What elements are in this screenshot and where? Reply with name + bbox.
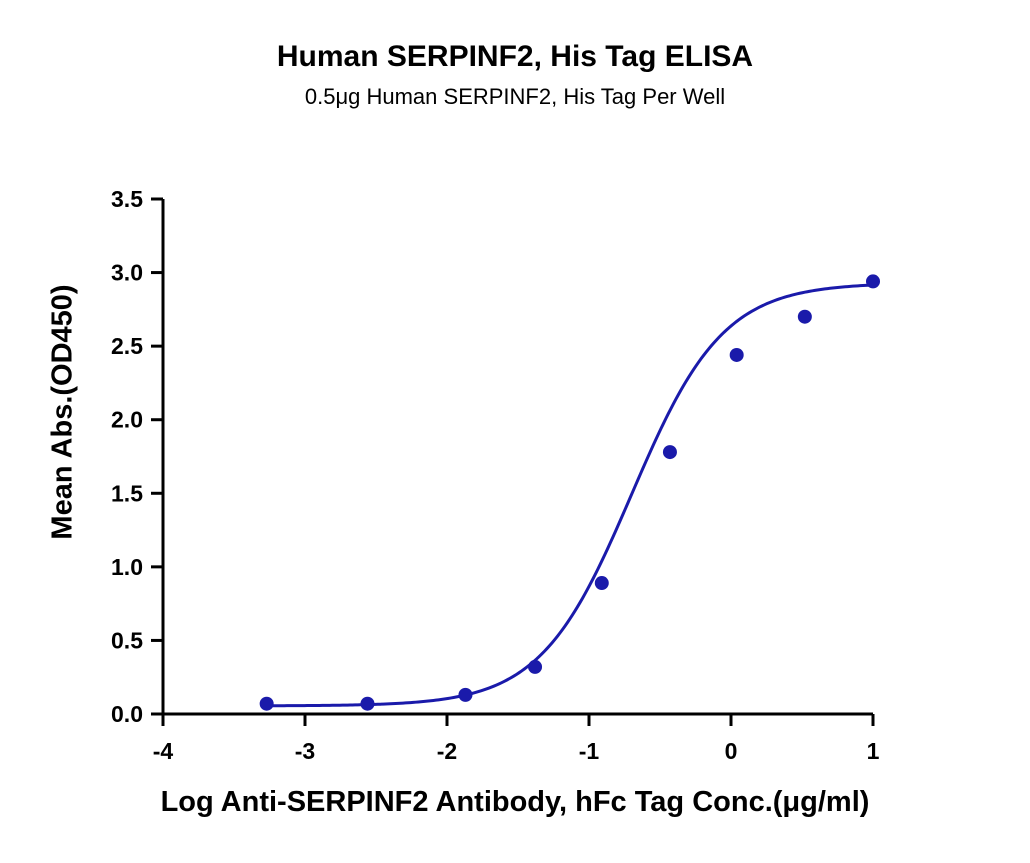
y-axis-label: Mean Abs.(OD450) bbox=[46, 284, 79, 540]
x-tick-label: -3 bbox=[295, 738, 315, 764]
x-tick-label: 0 bbox=[725, 738, 738, 764]
x-tick-label: -1 bbox=[579, 738, 600, 764]
x-axis-label: Log Anti-SERPINF2 Antibody, hFc Tag Conc… bbox=[160, 786, 870, 818]
data-point bbox=[866, 274, 880, 289]
y-tick-label: 2.5 bbox=[111, 333, 143, 359]
y-tick-label: 0.0 bbox=[111, 701, 143, 727]
data-point bbox=[458, 687, 473, 702]
data-point bbox=[259, 696, 274, 711]
y-tick-label: 3.5 bbox=[111, 186, 143, 212]
y-tick-label: 1.0 bbox=[111, 554, 143, 580]
data-point bbox=[360, 696, 375, 711]
chart-subtitle: 0.5μg Human SERPINF2, His Tag Per Well bbox=[304, 84, 726, 109]
y-tick-label: 0.5 bbox=[111, 627, 143, 653]
data-point bbox=[797, 309, 812, 324]
fit-curve bbox=[266, 283, 874, 708]
x-tick-label: 1 bbox=[867, 738, 880, 764]
data-point bbox=[594, 576, 609, 591]
chart-title: Human SERPINF2, His Tag ELISA bbox=[276, 40, 754, 73]
data-point bbox=[662, 445, 677, 460]
y-tick-label: 2.0 bbox=[111, 407, 143, 433]
x-tick-label: -4 bbox=[153, 738, 174, 764]
y-tick-label: 3.0 bbox=[111, 260, 143, 286]
y-tick-label: 1.5 bbox=[111, 480, 143, 506]
data-point bbox=[528, 659, 543, 674]
x-tick-label: -2 bbox=[437, 738, 457, 764]
data-point bbox=[729, 347, 744, 362]
